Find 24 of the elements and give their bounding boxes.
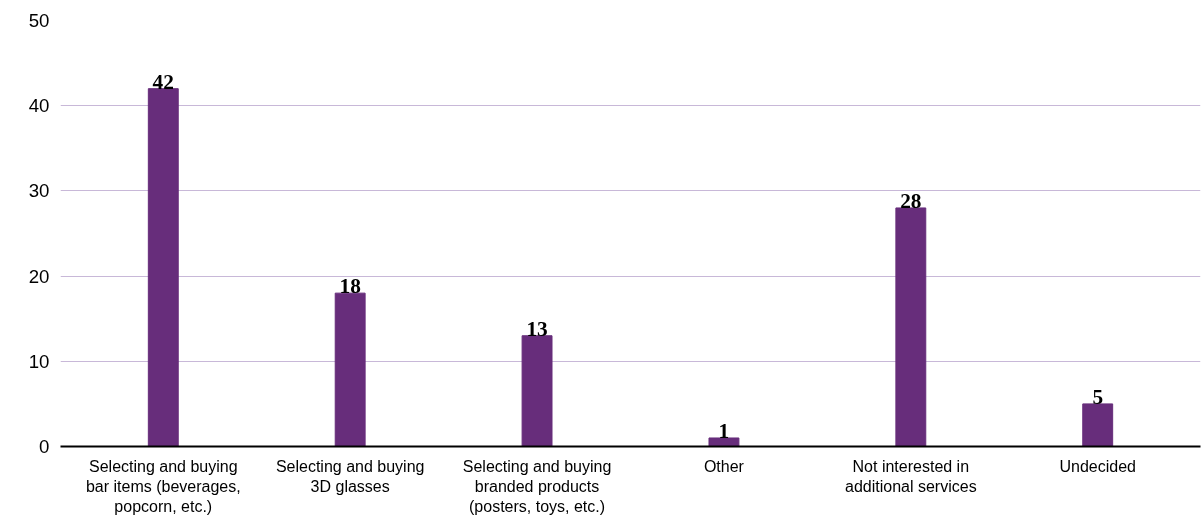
y-tick-label: 30: [28, 180, 50, 202]
y-tick-label: 10: [28, 350, 50, 372]
bar: [521, 335, 553, 447]
data-label: 1: [718, 418, 730, 443]
data-label: 42: [152, 69, 174, 94]
y-tick-label: 40: [28, 95, 50, 117]
y-tick-label: 50: [28, 10, 50, 31]
y-tick-label: 20: [28, 265, 50, 287]
x-tick-label: Selecting and buying bar items (beverages, popcorn, etc.): [85, 457, 241, 516]
x-tick-label: Not interested in additional services: [845, 457, 977, 495]
bar: [1082, 403, 1114, 447]
bar: [708, 437, 740, 447]
data-label: 13: [526, 316, 548, 341]
x-tick-label: Selecting and buying branded products (posters, toys, etc.): [462, 457, 612, 516]
bar: [895, 207, 927, 447]
bar: [147, 88, 179, 447]
x-tick-label: Undecided: [1059, 457, 1136, 475]
x-tick-label: Selecting and buying 3D glasses: [275, 457, 425, 495]
data-label: 5: [1092, 384, 1104, 409]
data-label: 18: [339, 274, 361, 299]
data-label: 28: [900, 188, 922, 213]
bar: [334, 292, 366, 447]
x-tick-label: Other: [703, 457, 745, 475]
y-tick-label: 0: [39, 436, 50, 457]
